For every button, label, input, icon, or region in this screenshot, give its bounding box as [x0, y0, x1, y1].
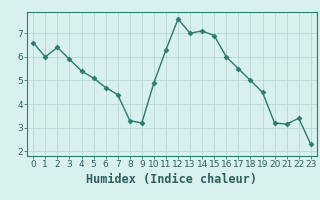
X-axis label: Humidex (Indice chaleur): Humidex (Indice chaleur) — [86, 173, 258, 186]
